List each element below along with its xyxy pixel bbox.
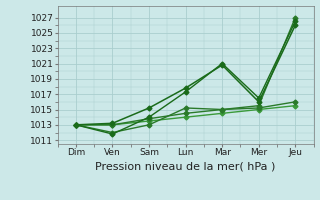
X-axis label: Pression niveau de la mer( hPa ): Pression niveau de la mer( hPa ) bbox=[95, 161, 276, 171]
